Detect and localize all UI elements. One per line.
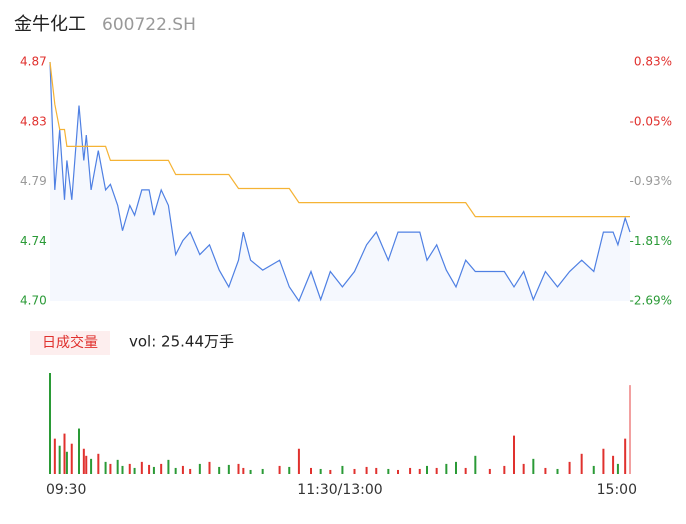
- volume-bar: [242, 467, 245, 474]
- volume-bar: [97, 453, 100, 474]
- volume-bar: [189, 468, 192, 474]
- y-tick-label: 4.79: [20, 174, 47, 188]
- volume-bar: [612, 455, 615, 474]
- volume-bar: [63, 433, 66, 474]
- x-tick-label: 15:00: [597, 482, 637, 498]
- y2-tick-label: -1.81%: [630, 234, 672, 248]
- volume-bar: [455, 461, 457, 474]
- volume-bar: [160, 463, 163, 474]
- volume-bar: [261, 468, 264, 474]
- price-area: [50, 62, 630, 301]
- volume-bar: [148, 464, 151, 474]
- volume-bar: [133, 467, 136, 474]
- volume-summary: vol: 25.44万手: [129, 333, 234, 351]
- volume-bar: [181, 465, 184, 474]
- volume-button-label[interactable]: 日成交量: [42, 334, 98, 351]
- volume-bar: [556, 468, 559, 474]
- volume-bar: [208, 461, 211, 474]
- volume-bar: [128, 463, 131, 474]
- volume-bar: [387, 468, 390, 474]
- volume-bar: [629, 385, 631, 474]
- x-tick-label: 11:30/13:00: [297, 482, 382, 498]
- volume-bar: [503, 465, 506, 474]
- volume-bar: [167, 459, 170, 474]
- volume-bar: [58, 445, 61, 474]
- volume-bar: [544, 467, 547, 474]
- volume-bar: [174, 467, 177, 474]
- volume-bar: [375, 467, 378, 474]
- volume-bar: [278, 465, 281, 474]
- volume-bar: [426, 465, 428, 474]
- volume-bar: [249, 469, 252, 474]
- volume-bar: [237, 463, 240, 474]
- y2-tick-label: -0.05%: [630, 114, 672, 128]
- volume-bar: [513, 435, 515, 474]
- volume-bar: [121, 465, 124, 474]
- volume-bar: [329, 469, 332, 474]
- volume-bar: [397, 469, 399, 474]
- volume-bar: [82, 448, 85, 474]
- volume-bar: [109, 463, 112, 474]
- volume-bar: [288, 466, 291, 474]
- volume-bar: [49, 373, 51, 474]
- y-tick-label: 4.74: [20, 234, 47, 248]
- volume-bar: [522, 463, 525, 474]
- volume-button[interactable]: [30, 331, 110, 355]
- volume-bar: [78, 428, 80, 474]
- volume-bar: [227, 464, 230, 474]
- volume-bar: [464, 467, 467, 474]
- volume-bar: [319, 468, 322, 474]
- volume-bar: [297, 448, 300, 474]
- volume-bar: [592, 465, 595, 474]
- volume-bar: [624, 438, 627, 474]
- volume-bar: [198, 463, 201, 474]
- volume-bar: [580, 453, 583, 474]
- volume-bar: [474, 455, 477, 474]
- volume-bar: [353, 468, 356, 474]
- volume-bar: [53, 438, 56, 474]
- y2-tick-label: -2.69%: [630, 294, 672, 308]
- volume-bar: [218, 466, 221, 474]
- y2-tick-label: 0.83%: [634, 55, 672, 69]
- y-tick-label: 4.87: [20, 55, 47, 69]
- volume-bar: [341, 465, 344, 474]
- price-line: [49, 61, 631, 303]
- volume-bar: [140, 461, 143, 474]
- y-tick-label: 4.70: [20, 294, 47, 308]
- volume-bar: [435, 467, 438, 474]
- average-line: [49, 61, 630, 218]
- volume-bar: [310, 467, 312, 474]
- volume-bar: [602, 448, 605, 474]
- volume-bar: [90, 458, 93, 474]
- volume-bar: [365, 466, 368, 474]
- volume-bar: [85, 455, 88, 474]
- volume-bar: [418, 468, 421, 474]
- volume-bar: [568, 461, 571, 474]
- volume-bar: [445, 463, 448, 474]
- stock-name: 金牛化工: [14, 14, 86, 35]
- volume-bar: [488, 468, 491, 474]
- volume-bar: [116, 459, 119, 474]
- volume-bar: [409, 467, 412, 474]
- volume-bar: [616, 463, 619, 474]
- stock-code: 600722.SH: [102, 15, 196, 35]
- x-tick-label: 09:30: [46, 482, 86, 498]
- y2-tick-label: -0.93%: [630, 174, 672, 188]
- volume-bar: [152, 466, 155, 474]
- volume-bar: [104, 461, 107, 474]
- volume-bar: [70, 443, 73, 474]
- y-tick-label: 4.83: [20, 114, 47, 128]
- volume-bar: [65, 451, 68, 474]
- volume-bar: [532, 458, 535, 474]
